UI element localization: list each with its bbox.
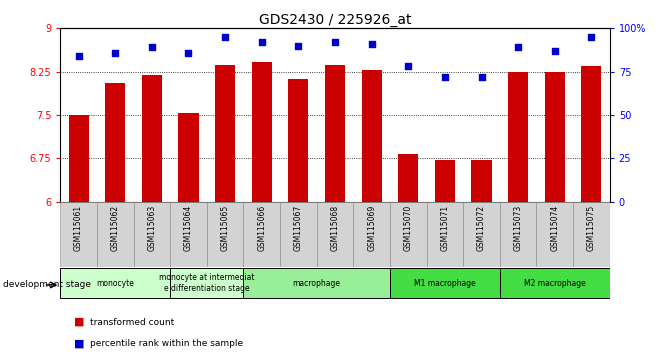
FancyBboxPatch shape [390, 268, 500, 298]
Text: GSM115061: GSM115061 [74, 205, 83, 251]
Bar [68, 115, 88, 202]
Text: macrophage: macrophage [293, 279, 340, 288]
Point [110, 50, 121, 56]
Bar [398, 154, 418, 202]
Text: GSM115073: GSM115073 [514, 205, 523, 251]
Text: GSM115064: GSM115064 [184, 205, 193, 251]
Title: GDS2430 / 225926_at: GDS2430 / 225926_at [259, 13, 411, 27]
Text: ■: ■ [74, 338, 84, 348]
Text: development stage: development stage [3, 280, 91, 290]
Text: percentile rank within the sample: percentile rank within the sample [90, 339, 244, 348]
Text: GSM115065: GSM115065 [220, 205, 230, 251]
Point [440, 74, 450, 80]
Text: GSM115067: GSM115067 [294, 205, 303, 251]
Text: GSM115071: GSM115071 [440, 205, 450, 251]
Point [476, 74, 487, 80]
Bar [105, 83, 125, 202]
Bar [288, 79, 308, 202]
Bar [142, 75, 162, 202]
Bar [472, 160, 492, 202]
Point [366, 41, 377, 47]
FancyBboxPatch shape [317, 202, 353, 267]
Text: M2 macrophage: M2 macrophage [524, 279, 586, 288]
FancyBboxPatch shape [243, 268, 390, 298]
Text: transformed count: transformed count [90, 318, 175, 327]
Bar [582, 66, 602, 202]
Point [586, 34, 597, 40]
Point [330, 39, 340, 45]
Text: GSM115062: GSM115062 [111, 205, 120, 251]
Text: GSM115075: GSM115075 [587, 205, 596, 251]
Text: GSM115072: GSM115072 [477, 205, 486, 251]
FancyBboxPatch shape [207, 202, 243, 267]
Text: GSM115070: GSM115070 [404, 205, 413, 251]
Text: GSM115069: GSM115069 [367, 205, 376, 251]
Bar [435, 160, 455, 202]
Bar [215, 65, 235, 202]
Bar [362, 70, 382, 202]
Bar [325, 65, 345, 202]
Text: monocyte at intermediat
e differentiation stage: monocyte at intermediat e differentiatio… [159, 274, 255, 293]
FancyBboxPatch shape [97, 202, 133, 267]
FancyBboxPatch shape [170, 202, 207, 267]
FancyBboxPatch shape [133, 202, 170, 267]
FancyBboxPatch shape [427, 202, 463, 267]
Text: GSM115063: GSM115063 [147, 205, 156, 251]
FancyBboxPatch shape [353, 202, 390, 267]
Text: GSM115066: GSM115066 [257, 205, 266, 251]
Text: GSM115074: GSM115074 [550, 205, 559, 251]
FancyBboxPatch shape [60, 202, 97, 267]
FancyBboxPatch shape [500, 268, 610, 298]
FancyBboxPatch shape [537, 202, 573, 267]
Point [293, 43, 304, 48]
FancyBboxPatch shape [280, 202, 317, 267]
Bar [508, 72, 528, 202]
FancyBboxPatch shape [243, 202, 280, 267]
Point [220, 34, 230, 40]
Bar [178, 113, 198, 202]
FancyBboxPatch shape [170, 268, 243, 298]
Point [183, 50, 194, 56]
Point [257, 39, 267, 45]
FancyBboxPatch shape [390, 202, 427, 267]
FancyBboxPatch shape [60, 268, 170, 298]
Text: GSM115068: GSM115068 [330, 205, 340, 251]
Text: M1 macrophage: M1 macrophage [414, 279, 476, 288]
Text: monocyte: monocyte [96, 279, 134, 288]
Point [549, 48, 560, 54]
FancyBboxPatch shape [500, 202, 537, 267]
FancyBboxPatch shape [573, 202, 610, 267]
Point [147, 45, 157, 50]
Point [513, 45, 523, 50]
Point [403, 64, 413, 69]
Text: ■: ■ [74, 317, 84, 327]
Bar [252, 62, 272, 202]
Bar [545, 72, 565, 202]
Point [73, 53, 84, 59]
FancyBboxPatch shape [463, 202, 500, 267]
